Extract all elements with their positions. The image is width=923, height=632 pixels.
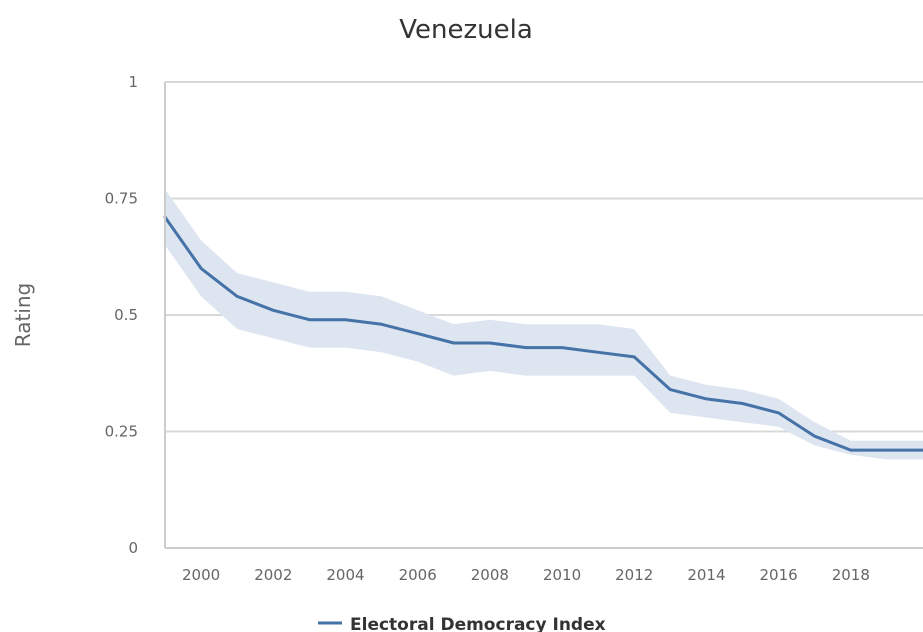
y-tick-labels: 0 0.25 0.5 0.75 1 <box>105 73 138 557</box>
legend-label: Electoral Democracy Index <box>350 615 606 632</box>
y-tick-label: 1 <box>128 73 138 91</box>
x-tick-label: 2010 <box>543 566 581 584</box>
x-tick-label: 2012 <box>615 566 653 584</box>
x-tick-label: 2008 <box>471 566 509 584</box>
y-tick-label: 0.75 <box>105 190 138 208</box>
x-tick-label: 2014 <box>687 566 725 584</box>
y-axis-label: Rating <box>11 283 35 347</box>
x-tick-label: 2002 <box>254 566 292 584</box>
x-tick-label: 2006 <box>399 566 437 584</box>
y-tick-label: 0.5 <box>114 306 138 324</box>
x-tick-label: 2018 <box>832 566 870 584</box>
confidence-band-layer <box>165 189 923 460</box>
x-tick-label: 2004 <box>326 566 364 584</box>
x-tick-labels: 2000 2002 2004 2006 2008 2010 2012 2014 2016 2018… <box>182 566 870 584</box>
confidence-band <box>165 189 923 460</box>
y-tick-label: 0.25 <box>105 423 138 441</box>
legend[interactable]: Electoral Democracy Index <box>318 615 606 632</box>
gridlines <box>165 81 923 433</box>
series-line-electoral-democracy-index <box>163 215 923 452</box>
x-tick-label: 2000 <box>182 566 220 584</box>
chart-title: Venezuela <box>399 15 533 45</box>
x-tick-label: 2016 <box>760 566 798 584</box>
series-line-layer <box>163 215 923 452</box>
axes <box>164 82 923 549</box>
y-tick-label: 0 <box>128 539 138 557</box>
